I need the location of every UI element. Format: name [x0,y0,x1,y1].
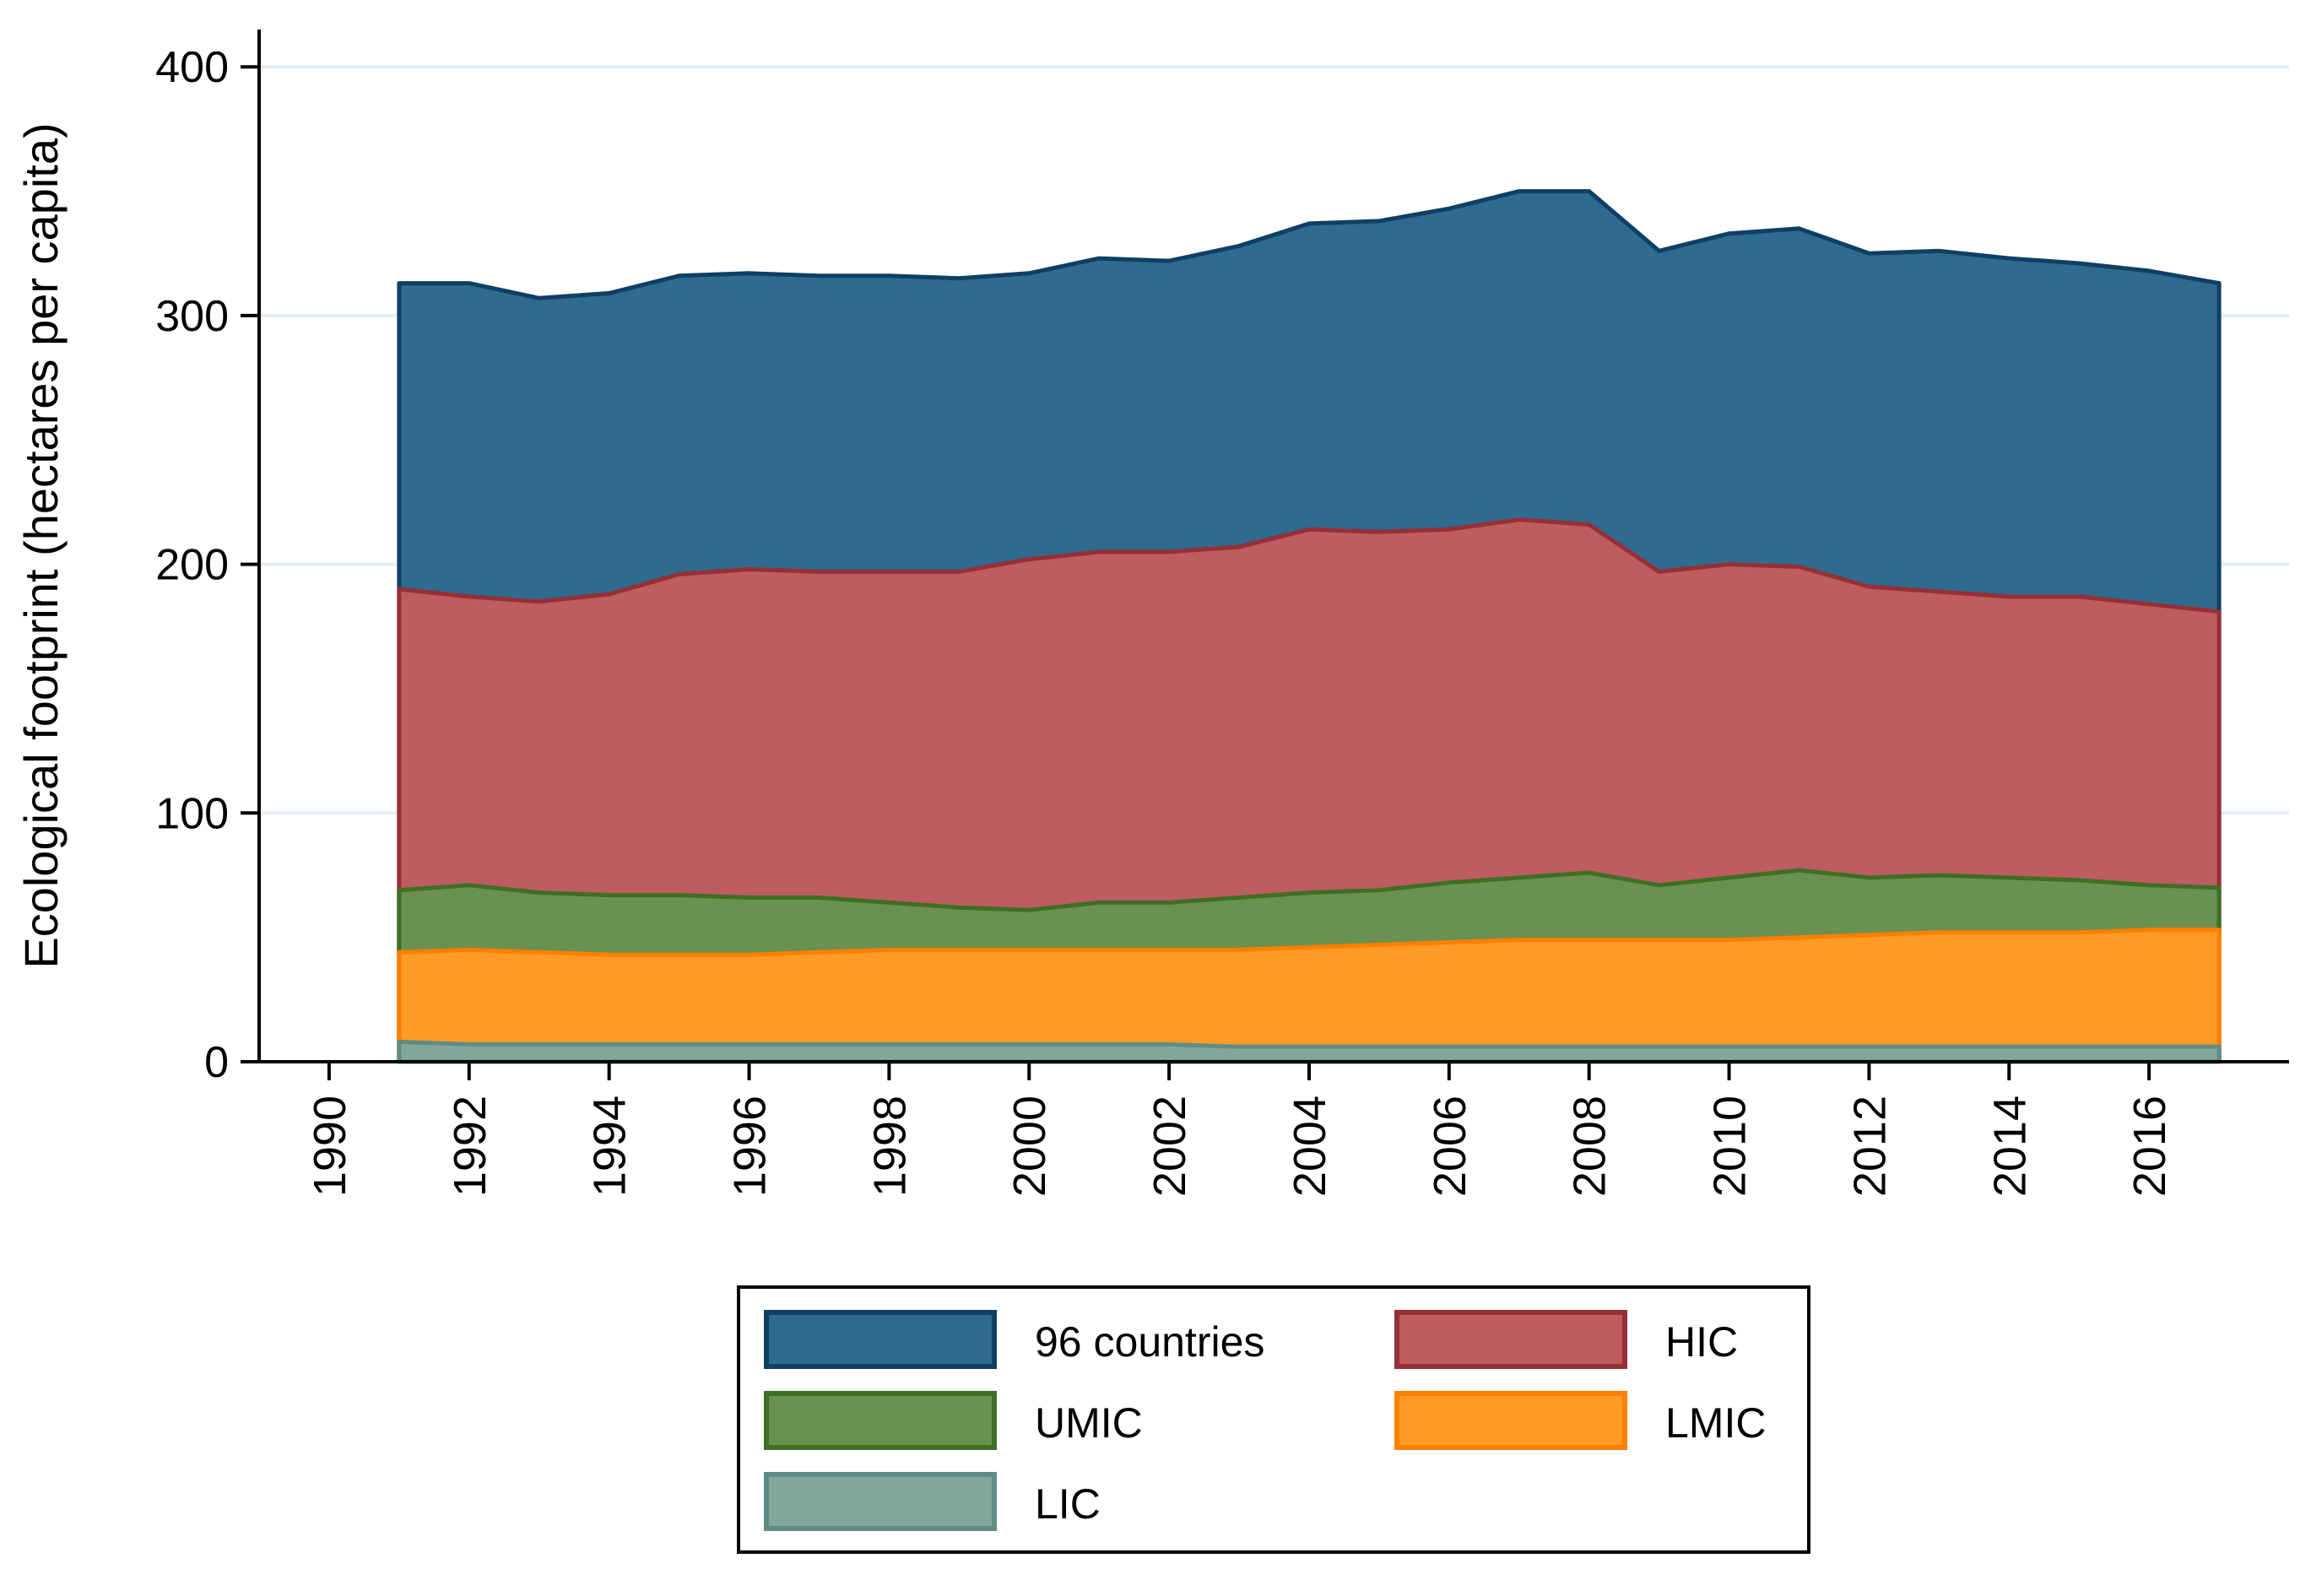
x-tick-label-2006: 2006 [1425,1096,1475,1197]
x-tick-label-1990: 1990 [305,1096,355,1197]
x-tick-label-1992: 1992 [445,1096,495,1197]
legend-swatch-hic [1394,1310,1627,1369]
legend-label-hic: HIC [1665,1318,1738,1366]
legend-label-umic: UMIC [1035,1399,1143,1447]
legend-swatch-lic [764,1472,997,1531]
y-tick-label-100: 100 [155,789,229,838]
y-tick-label-400: 400 [155,43,229,92]
y-axis-title: Ecological footprint (hectares per capit… [14,122,68,968]
area-series-lmic [397,928,2222,1064]
x-tick-label-2010: 2010 [1705,1096,1756,1197]
legend-swatch-lmic [1394,1391,1627,1450]
x-tick-label-1996: 1996 [725,1096,776,1197]
x-tick-label-2000: 2000 [1004,1096,1055,1197]
x-tick-label-2002: 2002 [1145,1096,1195,1197]
x-tick-label-2004: 2004 [1285,1096,1335,1197]
y-tick-label-300: 300 [155,292,229,341]
x-tick-label-2014: 2014 [1984,1096,2035,1197]
legend-swatch-umic [764,1391,997,1450]
area-series [397,189,2222,1064]
axes: 0 100 200 300 400 1990 1992 1994 1996 1998 2000 200… [155,30,2289,1197]
x-tick-label-2008: 2008 [1565,1096,1616,1197]
x-tick-label-2012: 2012 [1844,1096,1895,1197]
x-tick-label-1994: 1994 [585,1096,636,1197]
legend-label-lic: LIC [1035,1480,1101,1528]
x-tick-label-2016: 2016 [2124,1096,2175,1197]
y-tick-label-200: 200 [155,541,229,590]
legend-label-c96: 96 countries [1035,1318,1264,1366]
legend-label-lmic: LMIC [1665,1399,1766,1447]
x-tick-label-1998: 1998 [864,1096,915,1197]
area-series-lic [397,1039,2222,1064]
legend-swatch-c96 [764,1310,997,1369]
legend: 96 countries HIC UMIC LMIC LIC [737,1285,1810,1554]
y-tick-label-0: 0 [204,1038,229,1087]
